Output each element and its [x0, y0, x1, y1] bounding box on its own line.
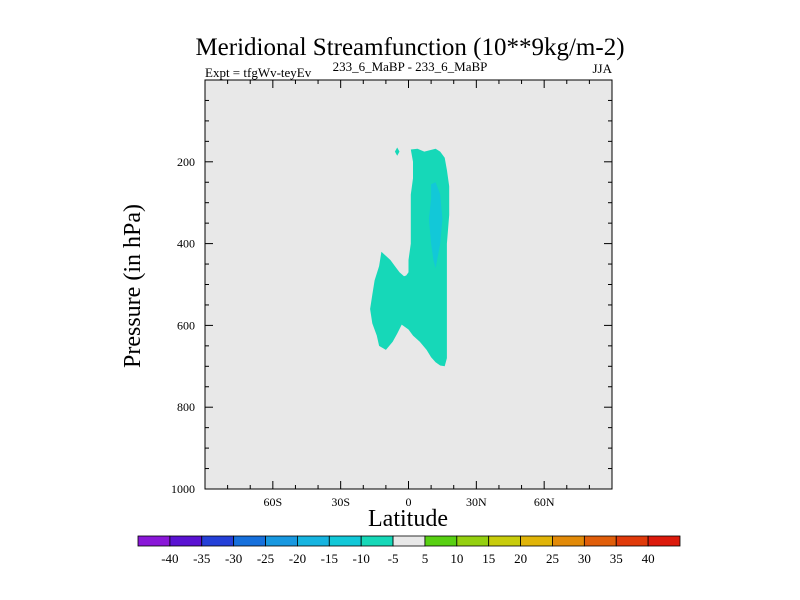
- colorbar-label: 5: [422, 551, 429, 566]
- colorbar-label: -5: [388, 551, 399, 566]
- colorbar-swatch: [233, 535, 266, 547]
- x-tick-label: 30S: [331, 495, 350, 509]
- colorbar-label: 15: [482, 551, 495, 566]
- x-tick-label: 0: [406, 495, 412, 509]
- x-tick-label: 60N: [534, 495, 555, 509]
- y-tick-label: 800: [177, 400, 195, 414]
- colorbar-swatch: [137, 535, 171, 547]
- colorbar-label: 20: [514, 551, 527, 566]
- x-tick-label: 60S: [263, 495, 282, 509]
- contour-region-small: [394, 147, 400, 156]
- y-tick-label: 1000: [171, 482, 195, 496]
- colorbar-swatch: [583, 535, 617, 547]
- colorbar-swatch: [265, 535, 298, 547]
- y-tick-label: 600: [177, 318, 195, 332]
- colorbar-swatch: [520, 535, 553, 547]
- colorbar-label: -20: [289, 551, 306, 566]
- contour-region-main: [370, 148, 450, 367]
- colorbar-swatch: [360, 535, 394, 547]
- colorbar-swatch: [201, 535, 235, 547]
- x-tick-label: 30N: [466, 495, 487, 509]
- colorbar-swatch: [392, 535, 426, 547]
- colorbar-swatch: [424, 535, 458, 547]
- colorbar: -40 -35 -30 -25 -20 -15 -10 -5 5 10 15 20 25 30 35 40: [137, 535, 681, 566]
- chart-title: Meridional Streamfunction (10**9kg/m-2): [195, 34, 624, 61]
- colorbar-swatch: [488, 535, 521, 547]
- colorbar-label: 35: [610, 551, 623, 566]
- colorbar-swatch: [297, 535, 330, 547]
- colorbar-label: -25: [257, 551, 274, 566]
- colorbar-swatch: [647, 535, 681, 547]
- colorbar-label: 25: [546, 551, 559, 566]
- colorbar-swatch: [552, 535, 585, 547]
- y-tick-label: 200: [177, 155, 195, 169]
- colorbar-swatch: [615, 535, 649, 547]
- colorbar-label: -10: [353, 551, 370, 566]
- colorbar-label: -30: [225, 551, 242, 566]
- y-tick-label: 400: [177, 237, 195, 251]
- y-axis-label: Pressure (in hPa): [120, 204, 146, 368]
- colorbar-label: -40: [161, 551, 178, 566]
- colorbar-swatch: [456, 535, 490, 547]
- chart-subtitle-right: JJA: [592, 61, 612, 76]
- colorbar-label: -35: [193, 551, 210, 566]
- colorbar-label: 40: [642, 551, 655, 566]
- plot-area: 60S 30S 0 30N 60N 200 400 600 800 1000: [171, 79, 613, 509]
- chart-subtitle-left: Expt = tfgWv-teyEv: [205, 65, 312, 80]
- contour-region-core: [428, 182, 443, 269]
- colorbar-swatch: [169, 535, 203, 547]
- colorbar-swatch: [328, 535, 362, 547]
- colorbar-label: 10: [450, 551, 463, 566]
- colorbar-label: 30: [578, 551, 591, 566]
- colorbar-label: -15: [321, 551, 338, 566]
- chart-subtitle-center: 233_6_MaBP - 233_6_MaBP: [333, 59, 488, 74]
- x-axis-label: Latitude: [368, 506, 448, 532]
